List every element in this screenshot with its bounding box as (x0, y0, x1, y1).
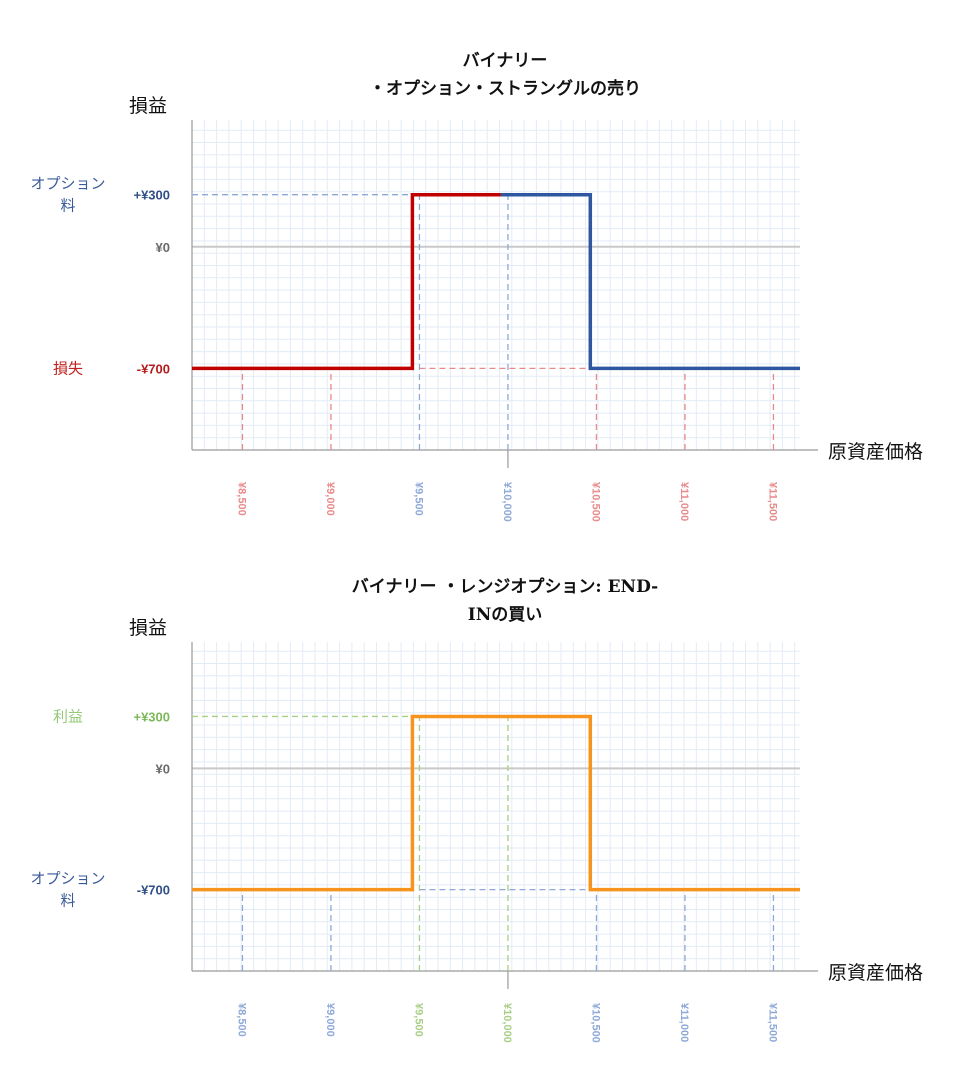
payoff-line-series-0 (192, 192, 501, 371)
plot-area (191, 120, 818, 468)
y-axis-label: 損益 (129, 617, 167, 639)
chart-strangle-sell: バイナリー ・オプション・ストラングルの売り 損益 原資産価格 +¥300 ¥0 -… (30, 51, 923, 522)
x-tick-label: ¥9,500 (412, 1003, 424, 1037)
chart-title: バイナリー (463, 51, 548, 71)
x-axis-label: 原資産価格 (828, 962, 923, 984)
x-tick-label: ¥8,500 (235, 482, 247, 516)
x-tick-label: ¥9,000 (324, 1003, 336, 1037)
x-tick-label: ¥10,500 (589, 1003, 601, 1043)
x-tick-label: ¥11,500 (766, 482, 778, 521)
y-tick-label: +¥300 (133, 188, 170, 203)
side-label: オプション (30, 175, 105, 193)
side-label: 利益 (53, 707, 83, 725)
side-label: 料 (60, 197, 75, 215)
x-tick-label: ¥10,000 (501, 1003, 513, 1043)
payoff-line-series-0 (192, 714, 800, 892)
y-axis-label: 損益 (129, 95, 167, 117)
side-label: 損失 (53, 359, 83, 377)
side-label: オプション (30, 870, 105, 888)
chart-subtitle: INの買い (468, 605, 543, 625)
guide-lines (192, 194, 775, 450)
x-tick-label: ¥9,500 (412, 482, 424, 516)
x-tick-label: ¥11,500 (766, 1003, 778, 1042)
side-label: 料 (60, 892, 75, 910)
x-tick-label: ¥11,000 (678, 1003, 690, 1042)
payoff-line-series-1 (500, 192, 800, 371)
x-tick-label: ¥10,500 (589, 482, 601, 522)
y-tick-label: ¥0 (156, 240, 170, 255)
plot-area (191, 642, 818, 989)
grid (192, 642, 800, 971)
y-tick-label: +¥300 (133, 709, 170, 724)
y-tick-label: ¥0 (156, 761, 170, 776)
x-tick-label: ¥8,500 (235, 1003, 247, 1037)
x-tick-label: ¥11,000 (678, 482, 690, 521)
chart-range-end-in-buy: バイナリー ・レンジオプション: END- INの買い 損益 原資産価格 +¥3… (30, 576, 923, 1043)
y-tick-label: -¥700 (137, 361, 170, 376)
y-tick-label: -¥700 (137, 883, 170, 898)
chart-subtitle: ・オプション・ストラングルの売り (369, 78, 641, 99)
chart-title: バイナリー ・レンジオプション: END- (352, 576, 658, 597)
grid (192, 120, 800, 450)
guide-lines (192, 715, 775, 971)
x-tick-label: ¥10,000 (501, 482, 513, 522)
x-tick-label: ¥9,000 (324, 482, 336, 516)
x-axis-label: 原資産価格 (828, 441, 923, 463)
